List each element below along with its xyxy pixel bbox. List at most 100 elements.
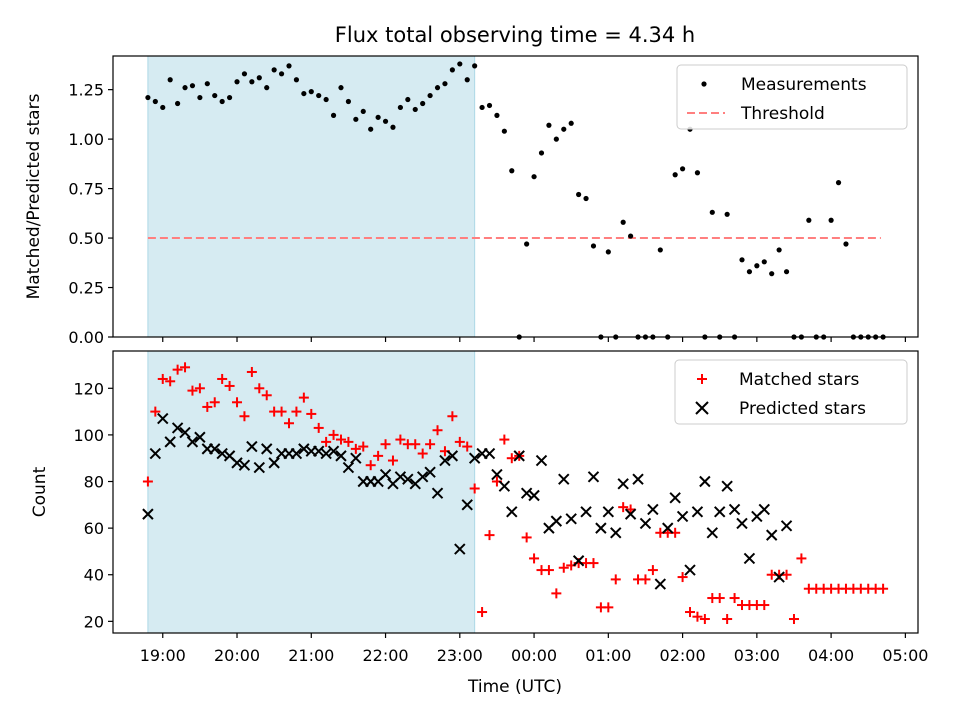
cross-b [617, 478, 629, 490]
data-point [180, 362, 191, 373]
data-point [699, 614, 710, 625]
data-point [431, 487, 444, 499]
data-point [330, 112, 337, 118]
y-tick-label: 0.00 [68, 328, 104, 347]
cross-b [736, 517, 748, 530]
data-point [761, 259, 767, 265]
cross-b [179, 426, 191, 439]
cross-b [454, 543, 466, 555]
cross-b [506, 506, 518, 518]
data-point [457, 61, 463, 67]
data-point [342, 461, 355, 474]
cross-b [312, 445, 325, 457]
cross-b [350, 452, 362, 464]
data-point [662, 522, 674, 534]
data-point [580, 506, 592, 518]
cross-b [572, 555, 585, 567]
data-point [157, 373, 168, 384]
data-point [590, 243, 597, 249]
data-point [610, 574, 621, 585]
data-point [780, 520, 793, 532]
data-point [692, 611, 703, 622]
cross-b [468, 452, 481, 464]
x-tick-label: 00:00 [511, 646, 557, 665]
cross-b [610, 527, 622, 539]
data-point [524, 241, 530, 247]
data-point [390, 124, 396, 130]
data-point [160, 104, 166, 111]
cross-b [342, 461, 355, 474]
data-point [157, 412, 169, 425]
data-point [246, 440, 258, 453]
data-point [694, 170, 701, 176]
cross-b [186, 436, 199, 448]
cross-b [194, 431, 206, 443]
data-point [461, 499, 473, 511]
data-point [405, 96, 411, 103]
data-point [729, 593, 740, 604]
panel-1: 0.00 0.25 0.50 0.75 1.00 1.25 Matched/Predicte… [24, 55, 919, 347]
data-point [187, 385, 198, 396]
cross-b [216, 447, 228, 460]
data-point [484, 530, 495, 541]
cross-b [446, 450, 459, 462]
cross-b [699, 475, 711, 488]
cross-b [587, 471, 600, 483]
data-point [350, 443, 361, 454]
data-point [420, 100, 426, 107]
data-point [551, 588, 562, 599]
data-point [568, 120, 574, 126]
data-point [558, 473, 570, 485]
data-point [328, 429, 339, 440]
data-point [216, 447, 228, 460]
x-tick-label: 05:00 [882, 646, 928, 665]
data-point [491, 468, 503, 481]
data-point [197, 94, 203, 101]
data-point [194, 383, 205, 394]
cross-b [157, 412, 169, 425]
data-point [320, 447, 332, 460]
y-tick-label: 1.25 [68, 81, 104, 100]
cross-b [246, 440, 258, 453]
shaded-interval [147, 55, 476, 338]
data-point [234, 79, 240, 85]
data-point [676, 510, 689, 523]
data-point [186, 436, 199, 448]
data-point [613, 334, 619, 340]
data-point [528, 489, 540, 502]
cross-b [624, 508, 637, 520]
data-point [731, 334, 738, 340]
data-point [769, 271, 775, 277]
y-tick-label: 0.25 [68, 279, 104, 298]
data-point [306, 408, 317, 419]
data-point [268, 457, 280, 469]
axes-frame [112, 350, 919, 634]
cross-b [602, 506, 615, 518]
data-point [685, 607, 696, 618]
data-point [878, 583, 889, 594]
cross-b [728, 503, 741, 516]
data-point [417, 448, 428, 459]
data-point [806, 217, 812, 223]
data-point [382, 118, 389, 124]
data-point [327, 445, 340, 457]
data-point [565, 513, 577, 525]
data-point [434, 85, 441, 91]
data-point [189, 83, 196, 89]
data-point [776, 247, 782, 253]
data-point [529, 553, 540, 564]
data-point [739, 257, 745, 263]
data-point [624, 508, 637, 520]
data-point [717, 334, 723, 340]
cross-b [149, 447, 162, 460]
panel-2: 20 40 60 80 100 120 Count 19:00 20:00 21:00 22:00 2… [30, 350, 928, 665]
data-point [796, 553, 807, 564]
data-point [462, 441, 473, 452]
data-point [499, 434, 510, 445]
cross-b [416, 471, 429, 483]
cross-b [461, 499, 473, 511]
legend-label: Measurements [741, 75, 867, 95]
cross-b [535, 454, 548, 467]
x-tick-label: 22:00 [362, 646, 408, 665]
